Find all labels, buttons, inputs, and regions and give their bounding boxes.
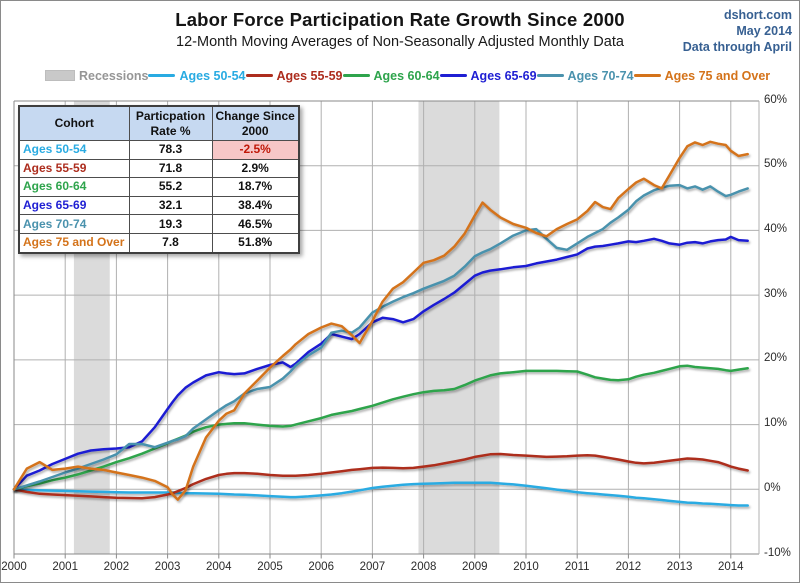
series-line-ages-70-74 <box>12 183 749 491</box>
change-cell: -2.5% <box>211 140 300 160</box>
cohort-cell: Ages 75 and Over <box>18 232 130 254</box>
y-axis-label: 10% <box>764 417 788 430</box>
series-line-ages-65-69 <box>12 235 749 491</box>
change-cell: 38.4% <box>211 195 300 216</box>
line-swatch-icon <box>342 73 370 78</box>
x-axis-label: 2000 <box>1 561 27 573</box>
x-axis-label: 2002 <box>103 561 130 573</box>
plot-border <box>13 100 760 559</box>
col-header-change: Change Since 2000 <box>211 105 300 141</box>
rate-cell: 55.2 <box>128 177 213 197</box>
y-axis-label: 60% <box>764 93 788 106</box>
x-axis-label: 2012 <box>615 561 642 573</box>
x-axis-label: 2007 <box>359 561 386 573</box>
change-cell: 51.8% <box>211 232 300 254</box>
col-header-cohort: Cohort <box>18 105 130 141</box>
line-swatch-icon <box>245 73 273 78</box>
x-axis-label: 2004 <box>206 561 232 573</box>
line-swatch-icon <box>148 73 176 78</box>
legend-label: Recessions <box>79 68 149 83</box>
legend-item-ages-75-over: Ages 75 and Over <box>633 68 771 83</box>
change-cell: 46.5% <box>211 214 300 234</box>
source-site: dshort.com <box>723 8 792 22</box>
recession-bands <box>73 101 500 554</box>
series-line-ages-55-59 <box>12 452 749 500</box>
x-axis-label: 2013 <box>666 561 693 573</box>
table-row: Ages 55-59 71.8 2.9% <box>18 158 300 179</box>
cohort-cell: Ages 70-74 <box>18 214 130 234</box>
page-title: Labor Force Participation Rate Growth Si… <box>175 9 625 30</box>
legend-label: Ages 50-54 <box>179 68 246 83</box>
rate-cell: 19.3 <box>128 214 213 234</box>
legend-label: Ages 55-59 <box>276 68 343 83</box>
y-axis-label: 20% <box>764 352 788 365</box>
source-note: Data through April <box>682 40 792 54</box>
rate-cell: 7.8 <box>128 232 213 254</box>
legend-item-ages-70-74: Ages 70-74 <box>536 68 634 83</box>
table-row: Ages 65-69 32.1 38.4% <box>18 195 300 216</box>
series-line-ages-50-54 <box>12 481 749 507</box>
x-axis-label: 2008 <box>410 561 437 573</box>
source-block: dshort.com May 2014 Data through April <box>683 7 792 55</box>
table-row: Ages 50-54 78.3 -2.5% <box>18 140 300 160</box>
cohort-cell: Ages 65-69 <box>18 195 130 216</box>
chart-legend: Recessions Ages 50-54 Ages 55-59 Ages 60-64… <box>45 67 770 84</box>
table-row: Ages 70-74 19.3 46.5% <box>18 214 300 234</box>
change-cell: 2.9% <box>211 158 300 179</box>
legend-label: Ages 65-69 <box>470 68 537 83</box>
legend-item-recessions: Recessions <box>45 69 148 83</box>
y-axis-label: -10% <box>764 546 791 559</box>
cohort-cell: Ages 50-54 <box>18 140 130 160</box>
cohort-cell: Ages 55-59 <box>18 158 130 179</box>
table-row: Ages 75 and Over 7.8 51.8% <box>18 232 300 254</box>
page-subtitle: 12-Month Moving Averages of Non-Seasonal… <box>176 34 624 50</box>
change-cell: 18.7% <box>211 177 300 197</box>
y-axis-label: 50% <box>764 158 788 171</box>
x-axis-label: 2003 <box>154 561 181 573</box>
series-line-ages-75-and-over <box>12 140 749 501</box>
x-axis-label: 2006 <box>308 561 334 573</box>
legend-item-ages-50-54: Ages 50-54 <box>148 68 246 83</box>
legend-label: Ages 60-64 <box>373 68 440 83</box>
x-axis-label: 2014 <box>718 561 744 573</box>
x-axis-label: 2009 <box>462 561 488 573</box>
x-axis-label: 2010 <box>513 561 539 573</box>
legend-item-ages-65-69: Ages 65-69 <box>439 68 537 83</box>
legend-item-ages-60-64: Ages 60-64 <box>342 68 440 83</box>
cohort-cell: Ages 60-64 <box>18 177 130 197</box>
y-axis-label: 30% <box>764 287 788 300</box>
series-line-ages-60-64 <box>12 364 749 491</box>
line-swatch-icon <box>633 73 661 78</box>
recession-swatch-icon <box>45 70 75 81</box>
source-date: May 2014 <box>736 24 792 38</box>
recession-band <box>418 101 500 554</box>
legend-item-ages-55-59: Ages 55-59 <box>245 68 343 83</box>
cohort-table: Cohort Particpation Rate % Change Since 20… <box>18 105 300 254</box>
rate-cell: 71.8 <box>128 158 213 179</box>
line-swatch-icon <box>536 73 564 78</box>
x-axis-label: 2005 <box>257 561 283 573</box>
x-axis-label: 2001 <box>52 561 78 573</box>
data-series-lines <box>12 140 749 507</box>
rate-cell: 32.1 <box>128 195 213 216</box>
y-axis-label: 40% <box>764 222 788 235</box>
x-axis-label: 2011 <box>564 561 590 573</box>
y-axis-label: 0% <box>764 481 781 494</box>
col-header-rate: Particpation Rate % <box>128 105 213 141</box>
legend-label: Ages 70-74 <box>567 68 634 83</box>
table-header-row: Cohort Particpation Rate % Change Since 20… <box>18 105 300 141</box>
line-swatch-icon <box>439 73 467 78</box>
legend-label: Ages 75 and Over <box>664 68 771 83</box>
rate-cell: 78.3 <box>128 140 213 160</box>
table-row: Ages 60-64 55.2 18.7% <box>18 177 300 197</box>
